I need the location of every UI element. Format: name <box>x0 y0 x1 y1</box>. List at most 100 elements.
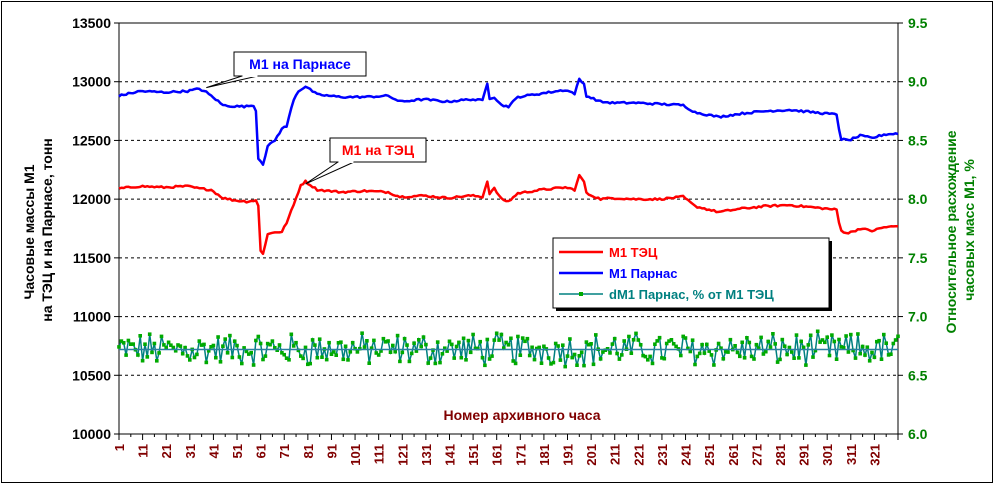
dm-marker <box>173 349 178 353</box>
left-tick-label: 11000 <box>73 309 111 325</box>
dm-marker <box>126 338 131 343</box>
dm-marker <box>735 350 740 355</box>
dm-marker <box>650 361 655 366</box>
dm-marker <box>369 346 374 350</box>
plot-area <box>118 22 899 435</box>
callout-text: М1 на Парнасе <box>249 56 351 72</box>
dm-marker <box>617 357 622 361</box>
dm-marker <box>535 346 539 351</box>
dm-marker <box>452 356 456 360</box>
dm-marker <box>891 341 896 346</box>
annotation-callout: М1 на ТЭЦ <box>305 137 427 185</box>
dm-marker <box>889 352 893 356</box>
dm-marker <box>379 349 383 353</box>
dm-marker <box>169 343 173 347</box>
dm-marker <box>813 348 818 353</box>
dm-marker <box>242 346 246 350</box>
series-lines <box>117 77 900 369</box>
x-tick-label: 41 <box>206 444 221 458</box>
dm-marker <box>775 360 780 364</box>
dm-marker <box>426 361 430 365</box>
dm-marker <box>405 343 409 347</box>
dm-marker <box>334 353 338 357</box>
dm-marker <box>240 361 244 366</box>
dm-marker <box>608 351 612 355</box>
dm-marker <box>801 345 806 350</box>
dm-marker <box>742 356 747 360</box>
x-tick-label: 11 <box>136 444 151 458</box>
left-y-axis-label-line1: Часовые массы М1 <box>21 164 37 299</box>
dm-marker <box>478 339 482 344</box>
dm-marker <box>716 341 721 346</box>
dm-marker <box>157 351 161 355</box>
x-tick-label: 281 <box>773 444 788 466</box>
x-tick-label: 91 <box>324 444 339 458</box>
dm-marker <box>487 357 492 361</box>
dm-marker <box>577 354 582 358</box>
dm-marker <box>320 355 324 359</box>
dm-marker <box>317 337 322 341</box>
dm-marker <box>502 346 506 350</box>
dm-marker <box>209 345 213 349</box>
dm-marker <box>690 338 695 342</box>
dm-marker <box>660 356 664 360</box>
dm-marker <box>782 344 787 348</box>
x-tick-label: 181 <box>537 444 552 466</box>
dm-marker <box>641 353 645 358</box>
dm-marker <box>754 342 759 347</box>
dm-marker <box>471 332 475 337</box>
dm-marker <box>388 350 393 354</box>
x-tick-label: 141 <box>442 444 457 466</box>
right-y-axis: 6.0 6.5 7.0 7.5 8.0 8.5 9.0 9.5 <box>898 15 928 442</box>
x-tick-label: 101 <box>348 444 363 466</box>
dm-marker <box>572 352 577 357</box>
dm-marker <box>147 332 152 336</box>
dm-marker <box>291 344 296 348</box>
dm-marker <box>815 329 820 334</box>
dm-marker <box>419 344 423 349</box>
dm-marker <box>513 361 518 366</box>
dm-marker <box>518 353 523 357</box>
dm-marker <box>424 342 428 347</box>
x-tick-label: 261 <box>726 444 741 466</box>
dm-marker <box>499 332 504 337</box>
dm-marker <box>594 333 598 337</box>
legend-entry: М1 Парнас <box>559 266 678 281</box>
dm-marker <box>374 351 379 355</box>
dm-marker <box>204 360 209 365</box>
dm-marker <box>315 355 320 360</box>
dm-marker <box>721 357 726 361</box>
x-tick-label: 131 <box>419 444 434 466</box>
dm-marker <box>648 354 652 359</box>
dm-marker <box>830 333 834 337</box>
left-y-axis: 10000 10500 11000 11500 12000 12500 13000 13500 <box>72 15 119 442</box>
dm-marker <box>527 353 532 358</box>
dm-marker <box>277 343 282 347</box>
dm-marker <box>631 338 636 342</box>
dm-marker <box>417 338 421 342</box>
dm-marker <box>671 342 676 346</box>
dm-marker <box>152 341 157 346</box>
dm-marker <box>726 350 730 354</box>
dm-marker <box>719 346 723 350</box>
dm-marker <box>265 341 270 346</box>
dm-marker <box>636 338 641 342</box>
dm-marker <box>839 345 844 349</box>
dm-marker <box>627 334 631 339</box>
right-tick-label: 6.0 <box>908 426 928 442</box>
dm-marker <box>119 339 124 343</box>
dm-marker <box>412 341 416 345</box>
left-tick-label: 12000 <box>72 191 111 207</box>
dm-marker <box>865 345 870 349</box>
dm-marker <box>143 342 147 346</box>
dm-marker <box>546 356 551 360</box>
dm-marker <box>183 345 187 350</box>
dm-marker <box>218 360 223 364</box>
dm-marker <box>395 333 400 338</box>
dm-marker <box>457 340 461 345</box>
dm-marker <box>879 357 884 361</box>
dm-marker <box>332 350 336 354</box>
right-tick-label: 8.5 <box>908 132 928 148</box>
x-tick-label: 21 <box>159 444 174 458</box>
dm-marker <box>341 357 346 362</box>
